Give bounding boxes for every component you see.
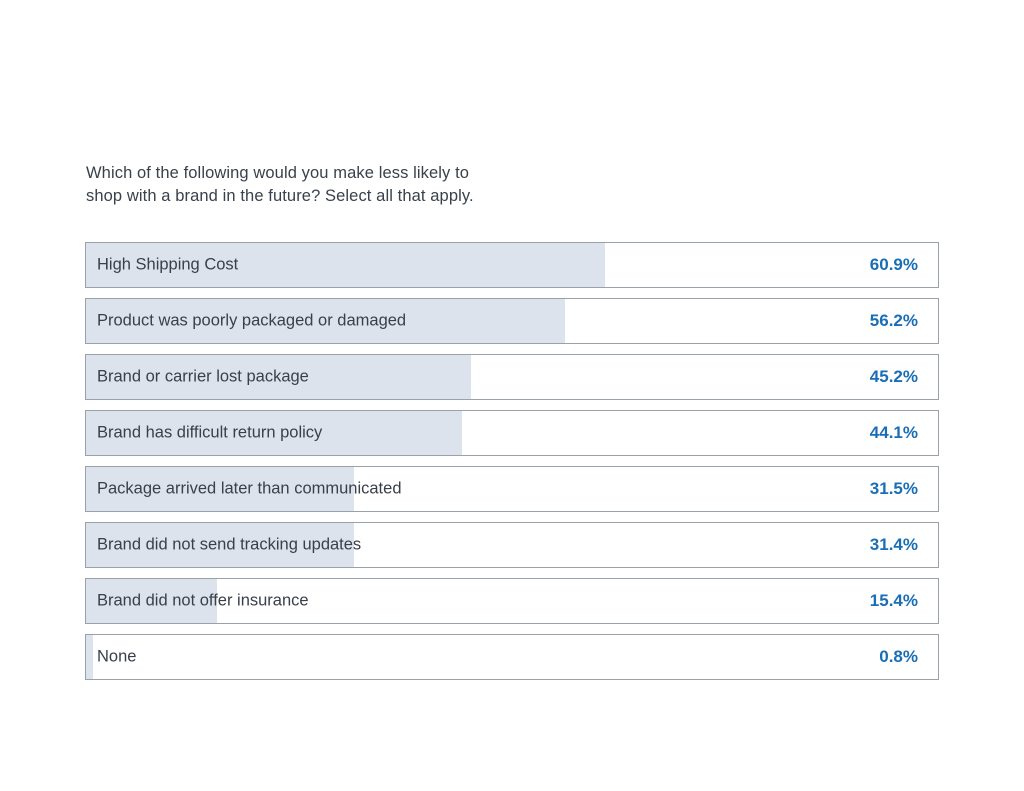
bar-row: None 0.8% xyxy=(85,634,939,680)
bar-fill xyxy=(86,411,462,455)
bar-fill xyxy=(86,635,93,679)
bar-fill xyxy=(86,299,565,343)
bar-chart: High Shipping Cost 60.9% Product was poo… xyxy=(85,242,939,690)
bar-value: 60.9% xyxy=(869,255,918,274)
bar-value: 15.4% xyxy=(869,591,918,610)
bar-value: 45.2% xyxy=(869,367,918,386)
bar-label: High Shipping Cost xyxy=(97,255,239,274)
bar-fill xyxy=(86,579,218,623)
bar-value: 31.4% xyxy=(869,535,918,554)
bar-value: 31.5% xyxy=(869,479,918,498)
bar-value: 0.8% xyxy=(879,647,918,666)
bar-row: Package arrived later than communicated … xyxy=(85,466,939,512)
bar-row: Product was poorly packaged or damaged 5… xyxy=(85,298,939,344)
bar-label: Brand did not send tracking updates xyxy=(97,535,362,554)
bar-fill xyxy=(86,467,355,511)
bar-row: Brand or carrier lost package 45.2% xyxy=(85,354,939,400)
bar-row: Brand did not send tracking updates 31.4… xyxy=(85,522,939,568)
bar-label: Brand or carrier lost package xyxy=(97,367,309,386)
bar-value: 44.1% xyxy=(869,423,918,442)
bar-label: None xyxy=(97,647,137,666)
bar-row: Brand did not offer insurance 15.4% xyxy=(85,578,939,624)
bar-label: Product was poorly packaged or damaged xyxy=(97,311,407,330)
chart-title-line-1: Which of the following would you make le… xyxy=(86,164,470,182)
bar-row: High Shipping Cost 60.9% xyxy=(85,242,939,288)
chart-title: Which of the following would you make le… xyxy=(86,162,474,207)
bar-row: Brand has difficult return policy 44.1% xyxy=(85,410,939,456)
chart-title-line-2: shop with a brand in the future? Select … xyxy=(86,186,474,205)
bar-label: Brand has difficult return policy xyxy=(97,423,323,442)
bar-fill xyxy=(86,355,472,399)
bar-fill xyxy=(86,243,605,287)
bar-label: Brand did not offer insurance xyxy=(97,591,309,610)
bar-fill xyxy=(86,523,354,567)
bar-label: Package arrived later than communicated xyxy=(97,479,402,498)
bar-value: 56.2% xyxy=(869,311,918,330)
